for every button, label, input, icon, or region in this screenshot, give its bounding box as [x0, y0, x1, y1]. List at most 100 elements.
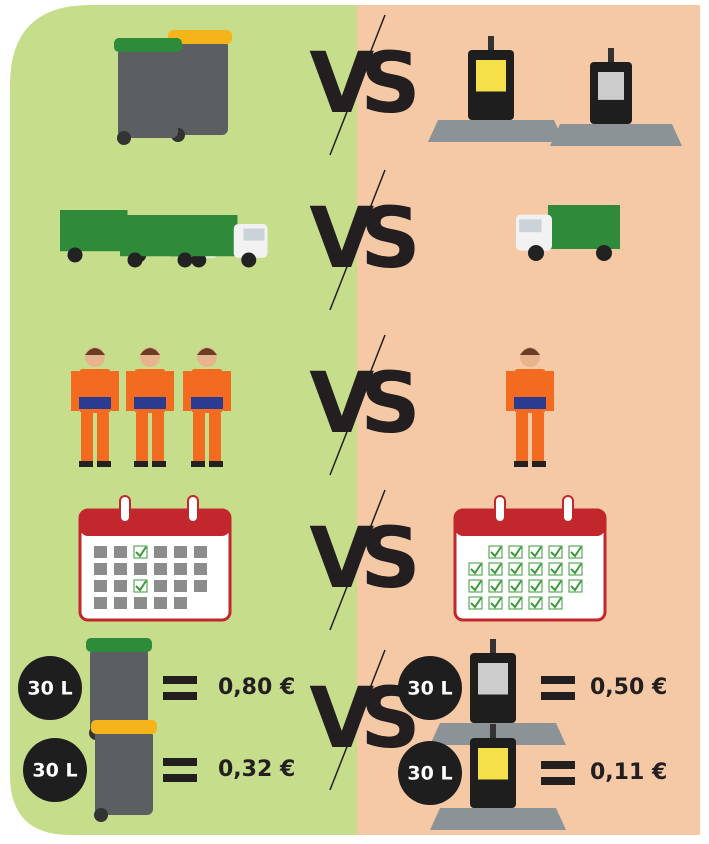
bin-wheel	[117, 131, 131, 145]
calendar-day	[114, 597, 127, 609]
bin-lid	[86, 638, 152, 652]
truck-window	[519, 219, 541, 232]
calendar-ring	[120, 496, 130, 522]
equals-bar	[541, 761, 575, 769]
worker-boot	[79, 461, 93, 467]
worker-arm	[546, 371, 554, 411]
calendar-ring	[495, 496, 505, 522]
worker-arm	[183, 371, 191, 411]
equals-bar	[163, 692, 197, 700]
equals-bar	[541, 676, 575, 684]
terminal-screen	[478, 663, 508, 695]
bin-body	[118, 48, 178, 138]
worker-arm	[126, 371, 134, 411]
calendar-day	[194, 546, 207, 558]
worker-boot	[152, 461, 166, 467]
calendar-day	[114, 563, 127, 575]
truck-wheel	[241, 253, 256, 268]
worker-leg	[193, 413, 205, 463]
bin-wheel	[94, 808, 108, 822]
bin-lid	[114, 38, 182, 52]
worker-boot	[134, 461, 148, 467]
worker-leg	[97, 413, 109, 463]
truck-wheel	[68, 248, 83, 263]
calendar-day	[134, 597, 147, 609]
terminal-antenna	[608, 48, 614, 64]
calendar-day	[154, 597, 167, 609]
truck-wheel	[178, 253, 193, 268]
worker-band	[128, 397, 172, 409]
truck-box	[60, 210, 128, 251]
truck-box	[548, 205, 620, 249]
calendar-day	[194, 580, 207, 592]
price-label: 0,11 €	[590, 760, 667, 785]
worker-arm	[506, 371, 514, 411]
calendar-day	[174, 546, 187, 558]
terminal-antenna	[490, 639, 496, 655]
worker-leg	[209, 413, 221, 463]
calendar-header	[80, 510, 230, 536]
volume-label: 30 L	[32, 760, 77, 782]
truck-wheel	[528, 245, 544, 261]
calendar-day	[154, 546, 167, 558]
terminal-base	[550, 124, 682, 146]
worker-arm	[166, 371, 174, 411]
calendar-day	[194, 563, 207, 575]
worker-leg	[532, 413, 544, 463]
bin-lid	[91, 720, 157, 734]
worker-boot	[191, 461, 205, 467]
worker-boot	[532, 461, 546, 467]
worker-arm	[71, 371, 79, 411]
terminal-screen	[478, 748, 508, 780]
worker-boot	[97, 461, 111, 467]
calendar-ring	[563, 496, 573, 522]
vs-label: VS	[309, 34, 415, 132]
truck-box	[170, 215, 238, 256]
calendar-day	[174, 580, 187, 592]
vs-label: VS	[309, 354, 415, 452]
worker-arm	[223, 371, 231, 411]
calendar-day	[94, 597, 107, 609]
terminal-base	[430, 808, 566, 830]
worker-leg	[152, 413, 164, 463]
calendar-day	[134, 563, 147, 575]
volume-label: 30 L	[407, 678, 452, 700]
price-label: 0,50 €	[590, 675, 667, 700]
equals-bar	[541, 777, 575, 785]
worker-leg	[136, 413, 148, 463]
terminal-screen	[476, 60, 506, 92]
truck-window	[244, 229, 265, 241]
calendar-day	[154, 580, 167, 592]
equals-bar	[163, 758, 197, 766]
equals-bar	[163, 774, 197, 782]
calendar-day	[94, 580, 107, 592]
equals-bar	[541, 692, 575, 700]
infographic: VSVSVSVSVS30 L0,80 €30 L0,32 €30 L0,50 €…	[0, 0, 709, 844]
worker-leg	[81, 413, 93, 463]
truck-wheel	[128, 253, 143, 268]
worker-boot	[209, 461, 223, 467]
bin-body	[95, 730, 153, 815]
price-label: 0,32 €	[218, 757, 295, 782]
calendar-day	[94, 546, 107, 558]
bin-body	[172, 40, 228, 135]
calendar-day	[174, 597, 187, 609]
worker-band	[185, 397, 229, 409]
vs-label: VS	[309, 189, 415, 287]
terminal-base	[428, 120, 564, 142]
volume-label: 30 L	[407, 763, 452, 785]
worker-arm	[111, 371, 119, 411]
vs-label: VS	[309, 509, 415, 607]
worker-band	[508, 397, 552, 409]
worker-band	[73, 397, 117, 409]
terminal-antenna	[488, 36, 494, 52]
calendar-day	[94, 563, 107, 575]
calendar-day	[114, 580, 127, 592]
terminal-antenna	[490, 724, 496, 740]
volume-label: 30 L	[27, 678, 72, 700]
terminal-screen	[598, 72, 624, 100]
price-label: 0,80 €	[218, 675, 295, 700]
worker-boot	[514, 461, 528, 467]
worker-leg	[516, 413, 528, 463]
calendar-ring	[188, 496, 198, 522]
